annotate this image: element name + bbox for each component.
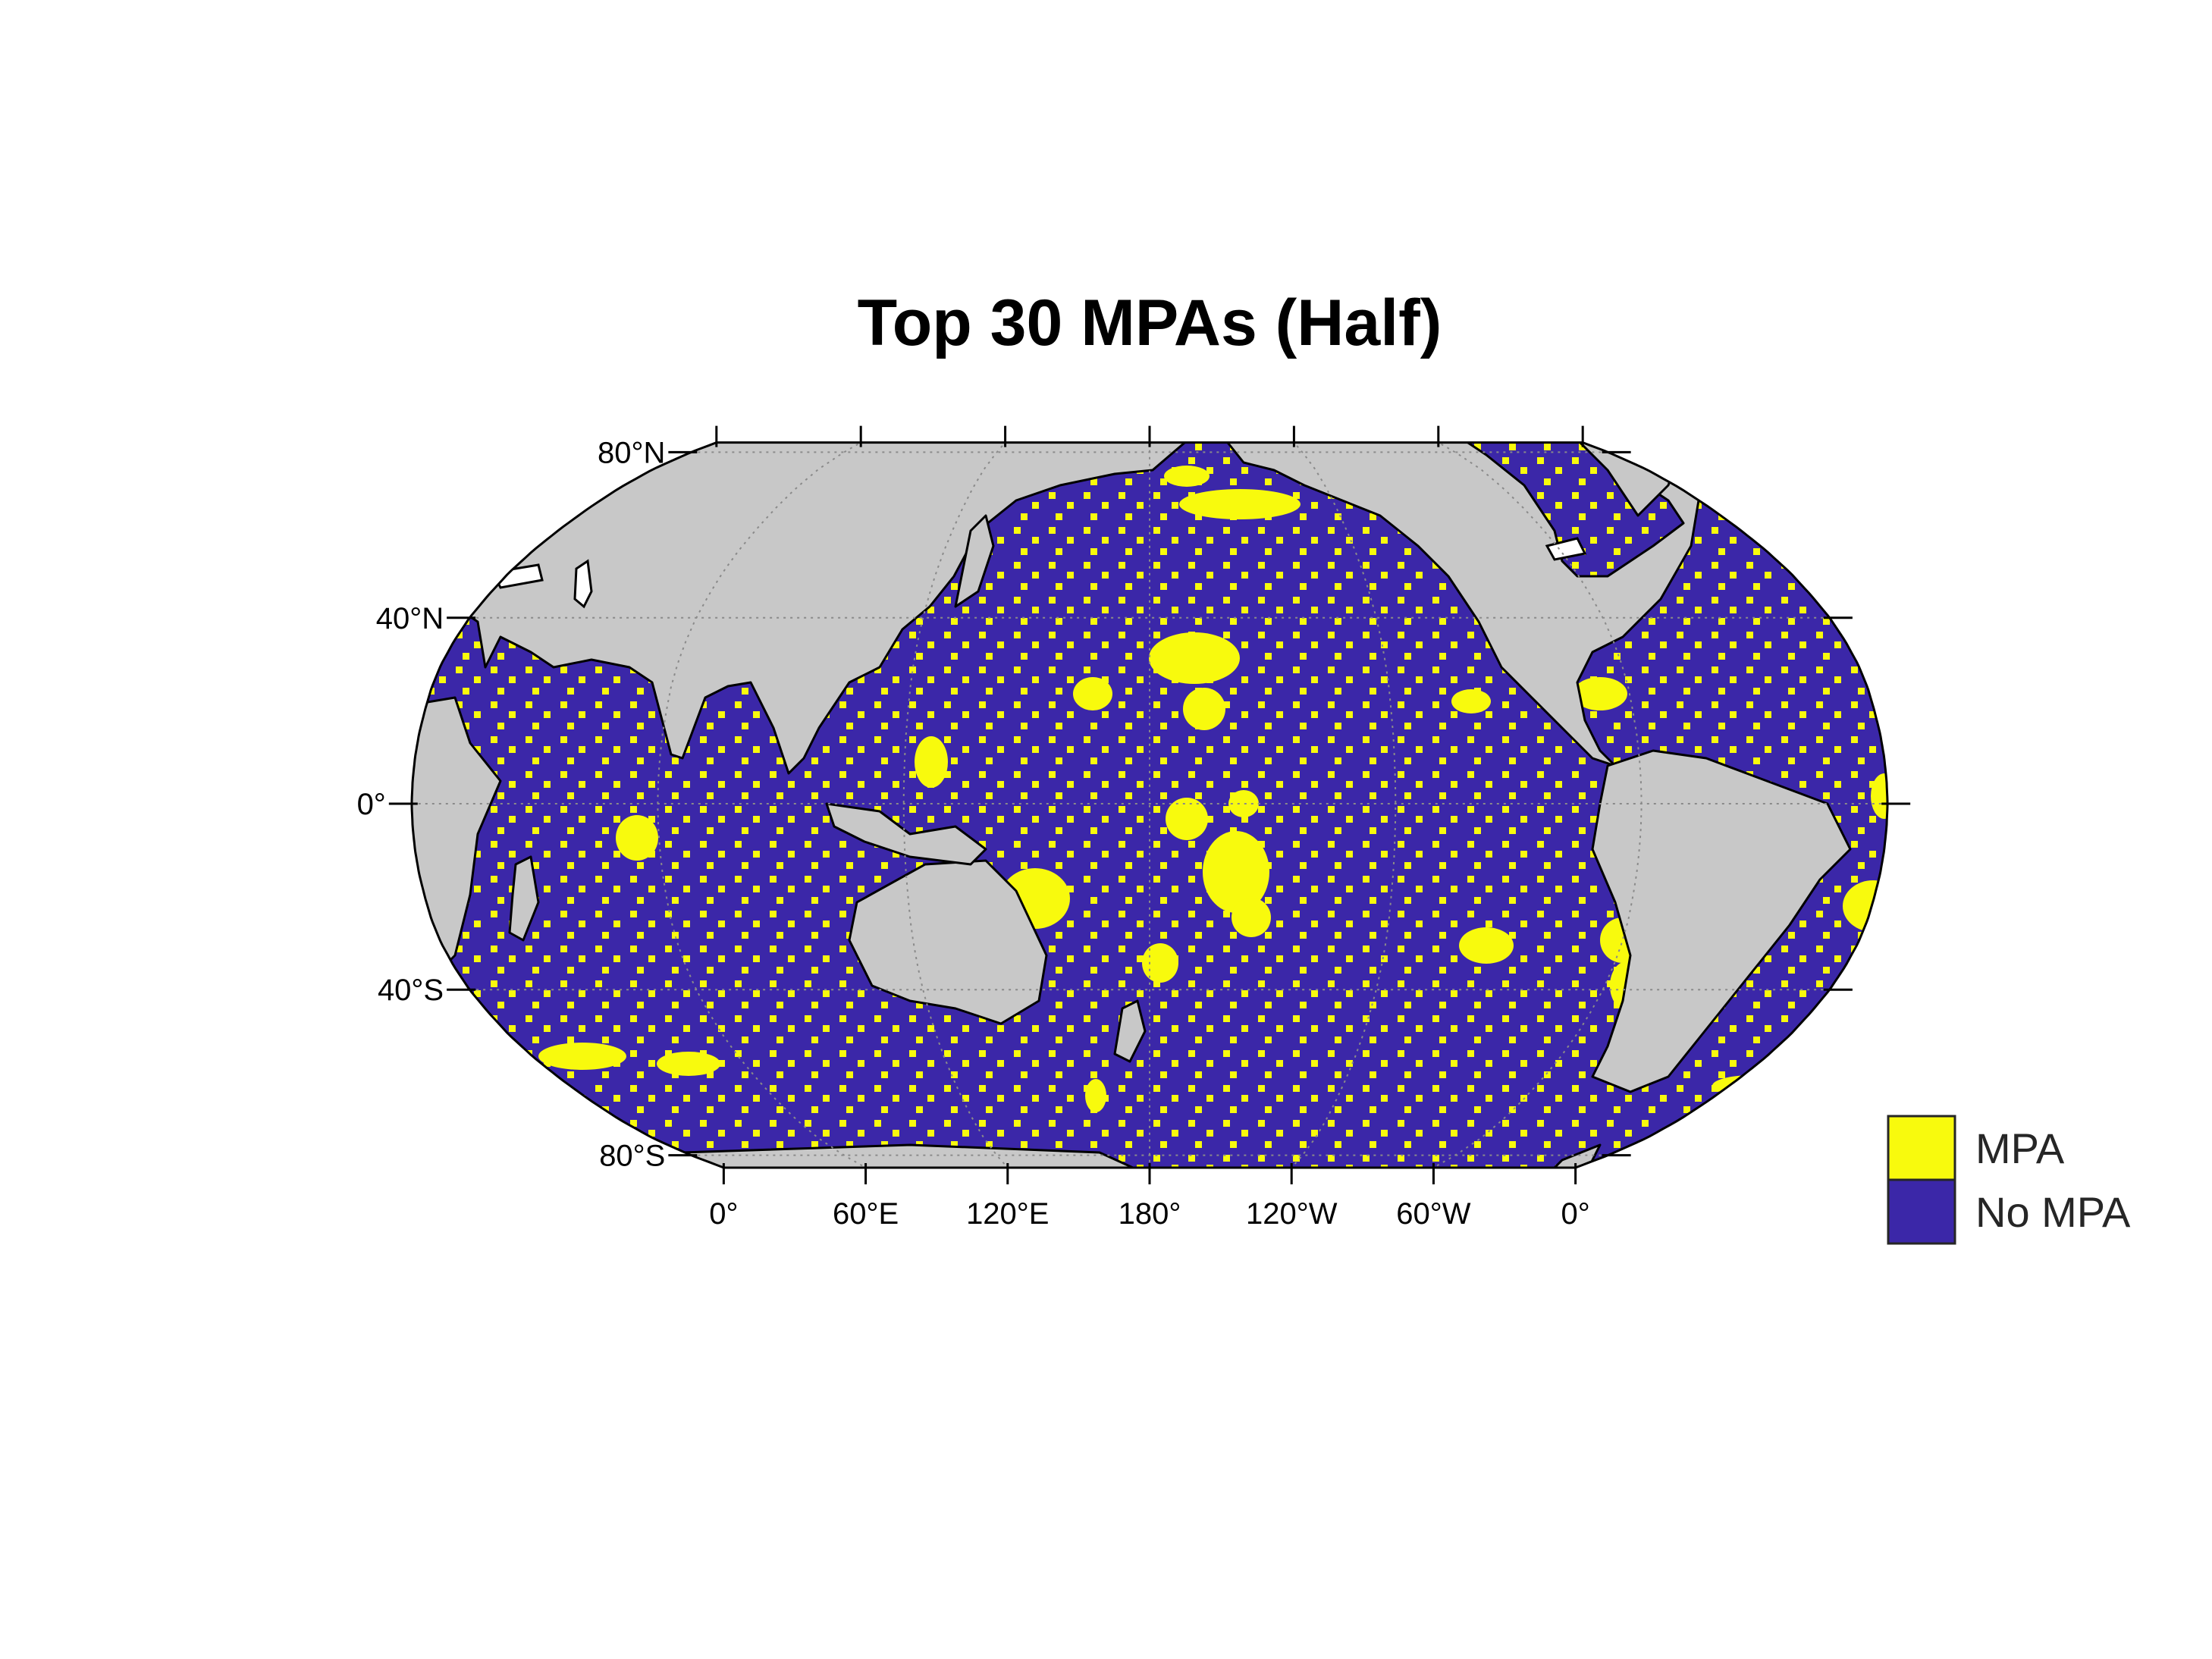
- land-africa: [412, 696, 502, 995]
- land-indonesia: [825, 802, 987, 866]
- land-australia: [848, 859, 1048, 1025]
- mpa-patch-phoenix: [1166, 798, 1208, 840]
- mpa-patch-kerguelen: [538, 1043, 626, 1070]
- land-south-america: [1591, 749, 1852, 1093]
- lat-label-0: 0°: [357, 788, 386, 821]
- mpa-patch-south-georgia: [1712, 1075, 1791, 1096]
- mpa-patch-ascension: [1871, 773, 1887, 819]
- legend: MPA No MPA: [1887, 1115, 2131, 1245]
- lon-label-0-right: 0°: [1561, 1197, 1590, 1231]
- mpa-patch-hawaii-south: [1183, 688, 1225, 730]
- land-antarctic-peninsula: [1530, 1143, 1602, 1168]
- lat-label-80s: 80°S: [599, 1140, 665, 1173]
- lat-label-40s: 40°S: [378, 974, 444, 1007]
- mpa-patch-north-atlantic: [1743, 506, 1798, 540]
- longitude-labels: 0° 60°E 120°E 180° 120°W 60°W 0°: [709, 1197, 1590, 1231]
- mpa-patch-aleutian: [1164, 466, 1210, 487]
- lat-label-40n: 40°N: [376, 602, 444, 635]
- graticule-lines: [412, 442, 1887, 1168]
- land-madagascar: [508, 855, 540, 942]
- mpa-patch-hawaii: [1149, 632, 1240, 684]
- legend-label-no-mpa: No MPA: [1975, 1188, 2131, 1236]
- mpa-patch-cook: [1203, 831, 1269, 913]
- mpa-patch-new-caledonia: [1142, 943, 1178, 983]
- longitude-ticks: [715, 425, 1584, 1184]
- mpa-patch-heard: [657, 1052, 720, 1076]
- mpa-patch-marianas: [915, 736, 948, 788]
- map-body: [412, 356, 1887, 1168]
- mpa-patch-pitcairn: [1459, 927, 1514, 964]
- mpa-patch-south-atlantic: [1843, 880, 1887, 932]
- land-antarctica: [453, 1143, 1887, 1168]
- land-japan: [954, 514, 995, 608]
- land-arctic-north: [455, 356, 1744, 383]
- lon-label-120e: 120°E: [966, 1197, 1049, 1231]
- mpa-patch-wake: [1073, 677, 1112, 710]
- mpa-patch-east-pacific-north: [1451, 689, 1491, 713]
- mpa-patch-line-islands: [1228, 790, 1259, 817]
- land-arctic-islands: [1327, 387, 1441, 417]
- lon-label-60e: 60°E: [833, 1197, 899, 1231]
- lon-label-180: 180°: [1119, 1197, 1181, 1231]
- latitude-ticks: [388, 450, 1911, 1157]
- latitude-labels: 80°N 40°N 0° 40°S 80°S: [357, 436, 666, 1172]
- legend-swatch-mpa: [1887, 1115, 1956, 1181]
- lon-label-120w: 120°W: [1246, 1197, 1338, 1231]
- map-title: Top 30 MPAs (Half): [858, 287, 1442, 359]
- legend-swatch-no-mpa: [1887, 1178, 1956, 1245]
- land-new-zealand: [1113, 999, 1147, 1063]
- mpa-patch-macquarie: [1085, 1079, 1106, 1112]
- lakes: [491, 537, 1587, 609]
- lake-caspian: [573, 559, 593, 609]
- mpa-patch-caribbean: [1573, 677, 1627, 710]
- legend-label-mpa: MPA: [1975, 1124, 2065, 1172]
- lat-label-80n: 80°N: [598, 436, 665, 469]
- mpa-patch-bering: [1179, 489, 1301, 519]
- mpa-patch-cook-south: [1232, 898, 1271, 937]
- lon-label-0-left: 0°: [709, 1197, 738, 1231]
- lon-label-60w: 60°W: [1396, 1197, 1470, 1231]
- lake-great-lakes: [1545, 537, 1587, 561]
- land-iceland: [1765, 442, 1814, 453]
- mpa-patch-chagos: [616, 815, 658, 861]
